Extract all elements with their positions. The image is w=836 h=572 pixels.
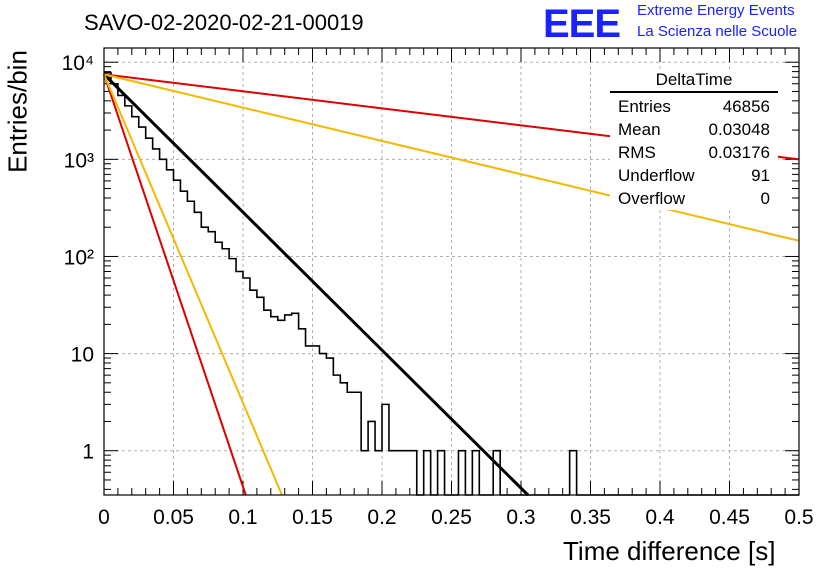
x-tick-label: 0.1 [228, 506, 257, 529]
stats-label: RMS [618, 143, 656, 162]
plot-frame [103, 47, 800, 496]
stats-value: 0.03048 [708, 120, 770, 139]
x-tick-label: 0.3 [506, 506, 535, 529]
y-tick-label: 10⁴ [62, 52, 94, 75]
y-tick-label: 10² [64, 246, 94, 269]
stats-row-underflow: Underflow 91 [610, 164, 778, 187]
y-axis-title: Entries/bin [2, 50, 33, 173]
y-tick-label: 1 [82, 441, 94, 464]
stats-row-entries: Entries 46856 [610, 95, 778, 118]
x-tick-label: 0.05 [153, 506, 194, 529]
stats-value: 0 [760, 189, 770, 208]
x-tick-label: 0.2 [367, 506, 396, 529]
fit-line [103, 73, 283, 496]
stats-box: DeltaTime Entries 46856 Mean 0.03048 RMS… [610, 70, 778, 210]
stats-row-overflow: Overflow 0 [610, 187, 778, 210]
stats-label: Underflow [618, 166, 695, 185]
stats-title: DeltaTime [610, 70, 778, 93]
x-tick-label: 0.5 [784, 506, 813, 529]
chart-title: SAVO-02-2020-02-21-00019 [84, 10, 364, 35]
x-tick-label: 0.45 [709, 506, 750, 529]
eee-logo: EEE [543, 2, 621, 46]
y-tick-label: 10³ [64, 149, 94, 172]
x-tick-label: 0.4 [645, 506, 675, 529]
x-tick-label: 0.15 [292, 506, 333, 529]
x-tick-label: 0.25 [431, 506, 472, 529]
fit-line [103, 74, 247, 496]
stats-row-mean: Mean 0.03048 [610, 118, 778, 141]
fit-line [103, 73, 800, 242]
x-tick-label: 0.35 [570, 506, 611, 529]
fit-line [102, 73, 530, 497]
stats-label: Mean [618, 120, 661, 139]
logo-line-1: Extreme Energy Events [637, 2, 795, 19]
y-tick-label: 10 [71, 344, 94, 367]
stats-value: 91 [751, 166, 770, 185]
x-tick-label: 0 [98, 506, 110, 529]
stats-row-rms: RMS 0.03176 [610, 141, 778, 164]
stats-label: Entries [618, 97, 671, 116]
x-axis-title: Time difference [s] [563, 536, 776, 566]
stats-value: 0.03176 [708, 143, 770, 162]
logo-line-2: La Scienza nelle Scuole [637, 23, 798, 40]
stats-value: 46856 [722, 97, 770, 116]
stats-label: Overflow [618, 189, 686, 208]
